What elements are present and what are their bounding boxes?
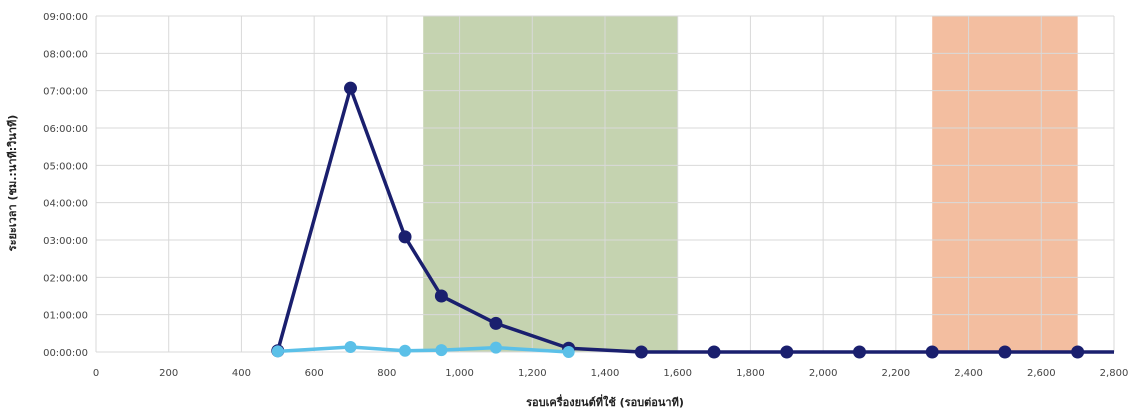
series-1-point — [344, 81, 357, 95]
series-2-point — [399, 344, 412, 357]
y-tick-label: 03:00:00 — [43, 236, 88, 247]
x-axis-ticks: 0 200 400 600 800 1,000 1,200 1,400 1,600 1,800 2,… — [93, 368, 1129, 379]
y-tick-label: 07:00:00 — [43, 87, 88, 98]
x-tick-label: 1,400 — [591, 368, 620, 379]
x-tick-label: 1,600 — [663, 368, 692, 379]
y-tick-label: 01:00:00 — [43, 311, 88, 322]
x-axis-title: รอบเครื่องยนต์ที่ใช้ (รอบต่อนาที) — [526, 394, 684, 409]
y-axis-title: ระยะเวลา (ชม.:นาที:วินาที) — [6, 115, 19, 252]
highlight-bands — [423, 16, 1078, 352]
x-tick-label: 1,800 — [736, 368, 765, 379]
x-tick-label: 0 — [93, 368, 99, 379]
y-axis-ticks: 00:00:00 01:00:00 02:00:00 03:00:00 04:00:00… — [43, 12, 88, 359]
x-tick-label: 2,000 — [809, 368, 838, 379]
series-lines — [271, 81, 1114, 359]
x-tick-label: 600 — [305, 368, 324, 379]
x-tick-label: 2,600 — [1027, 368, 1056, 379]
y-tick-label: 05:00:00 — [43, 161, 88, 172]
x-tick-label: 2,800 — [1100, 368, 1129, 379]
series-1-point — [489, 316, 503, 330]
series-1-point — [925, 345, 939, 359]
x-tick-label: 400 — [232, 368, 251, 379]
series-2-point — [562, 346, 575, 358]
x-tick-label: 1,000 — [445, 368, 474, 379]
series-2-point — [435, 344, 448, 357]
series-1-point — [398, 230, 412, 244]
y-tick-label: 08:00:00 — [43, 49, 88, 60]
series-1-point — [434, 289, 448, 303]
series-1-point — [707, 345, 721, 359]
highlight-band-1 — [423, 16, 678, 352]
y-tick-label: 09:00:00 — [43, 12, 88, 23]
y-tick-label: 02:00:00 — [43, 273, 88, 284]
series-2-point — [489, 341, 502, 354]
x-tick-label: 200 — [159, 368, 178, 379]
series-2-point — [271, 345, 284, 358]
series-1-point — [853, 345, 866, 359]
series-1-point — [1071, 345, 1085, 359]
x-tick-label: 2,400 — [954, 368, 983, 379]
y-tick-label: 06:00:00 — [43, 124, 88, 135]
x-tick-label: 1,200 — [518, 368, 547, 379]
y-tick-label: 00:00:00 — [43, 348, 88, 359]
series-2-point — [344, 341, 357, 354]
y-tick-label: 04:00:00 — [43, 199, 88, 210]
x-tick-label: 800 — [377, 368, 396, 379]
series-2-line — [277, 345, 569, 354]
series-1-point — [634, 345, 648, 359]
x-tick-label: 2,200 — [882, 368, 911, 379]
series-1-point — [998, 345, 1012, 359]
highlight-band-2 — [932, 16, 1078, 352]
series-1-point — [780, 345, 794, 359]
